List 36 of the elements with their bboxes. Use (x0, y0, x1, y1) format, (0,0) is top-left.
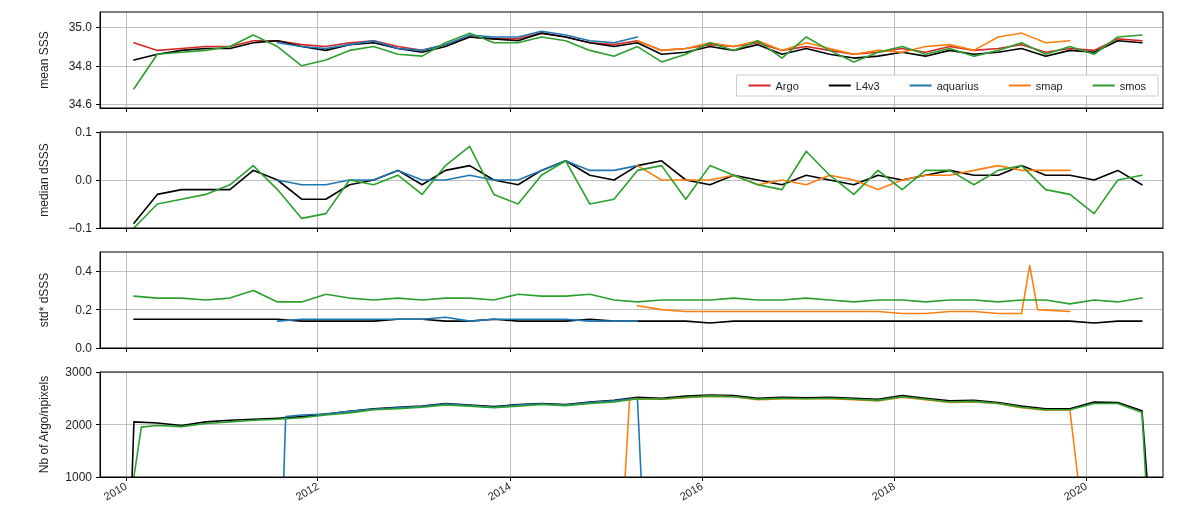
y-tick-label: 0.0 (75, 341, 93, 355)
line-series (133, 32, 1143, 61)
y-tick-label: 35.0 (68, 20, 93, 35)
line-series (133, 145, 1143, 229)
y-tick-label: 0.2 (75, 302, 93, 317)
y-tick-label: 0.4 (75, 264, 93, 279)
x-tick-label: 2020 (1061, 479, 1089, 503)
x-tick-label: 2010 (101, 479, 129, 503)
y-tick-label: 0.1 (75, 125, 93, 139)
line-series (133, 160, 1143, 224)
x-tick-label: 2018 (869, 479, 898, 503)
y-tick-label: 1000 (65, 470, 93, 484)
y-tick-label: 34.8 (68, 58, 93, 73)
line-series (276, 30, 639, 52)
y-tick-label: 0.0 (75, 173, 93, 187)
x-tick-label: 2016 (677, 479, 705, 503)
y-axis-title: Nb of Argo/npixels (37, 375, 51, 474)
line-series (636, 164, 1071, 191)
legend-label: aquarius (936, 79, 980, 92)
y-tick-label: 2000 (65, 417, 93, 432)
line-series (636, 264, 1071, 315)
y-axis-title: median dSSS (37, 143, 51, 217)
line-series (282, 397, 642, 478)
legend-label: Argo (775, 79, 799, 92)
y-axis-title: mean SSS (37, 31, 51, 89)
line-series (133, 289, 1143, 305)
legend-label: smos (1119, 79, 1147, 92)
line-series (276, 160, 639, 186)
y-tick-label: 3000 (65, 365, 93, 379)
legend-label: L4v3 (855, 79, 880, 92)
y-axis-title: std* dSSS (37, 272, 51, 328)
line-series (636, 32, 1071, 56)
x-tick-label: 2012 (293, 479, 321, 503)
legend-label: smap (1035, 79, 1063, 92)
y-tick-label: 34.6 (68, 97, 93, 112)
y-tick-label: −0.1 (68, 221, 93, 235)
